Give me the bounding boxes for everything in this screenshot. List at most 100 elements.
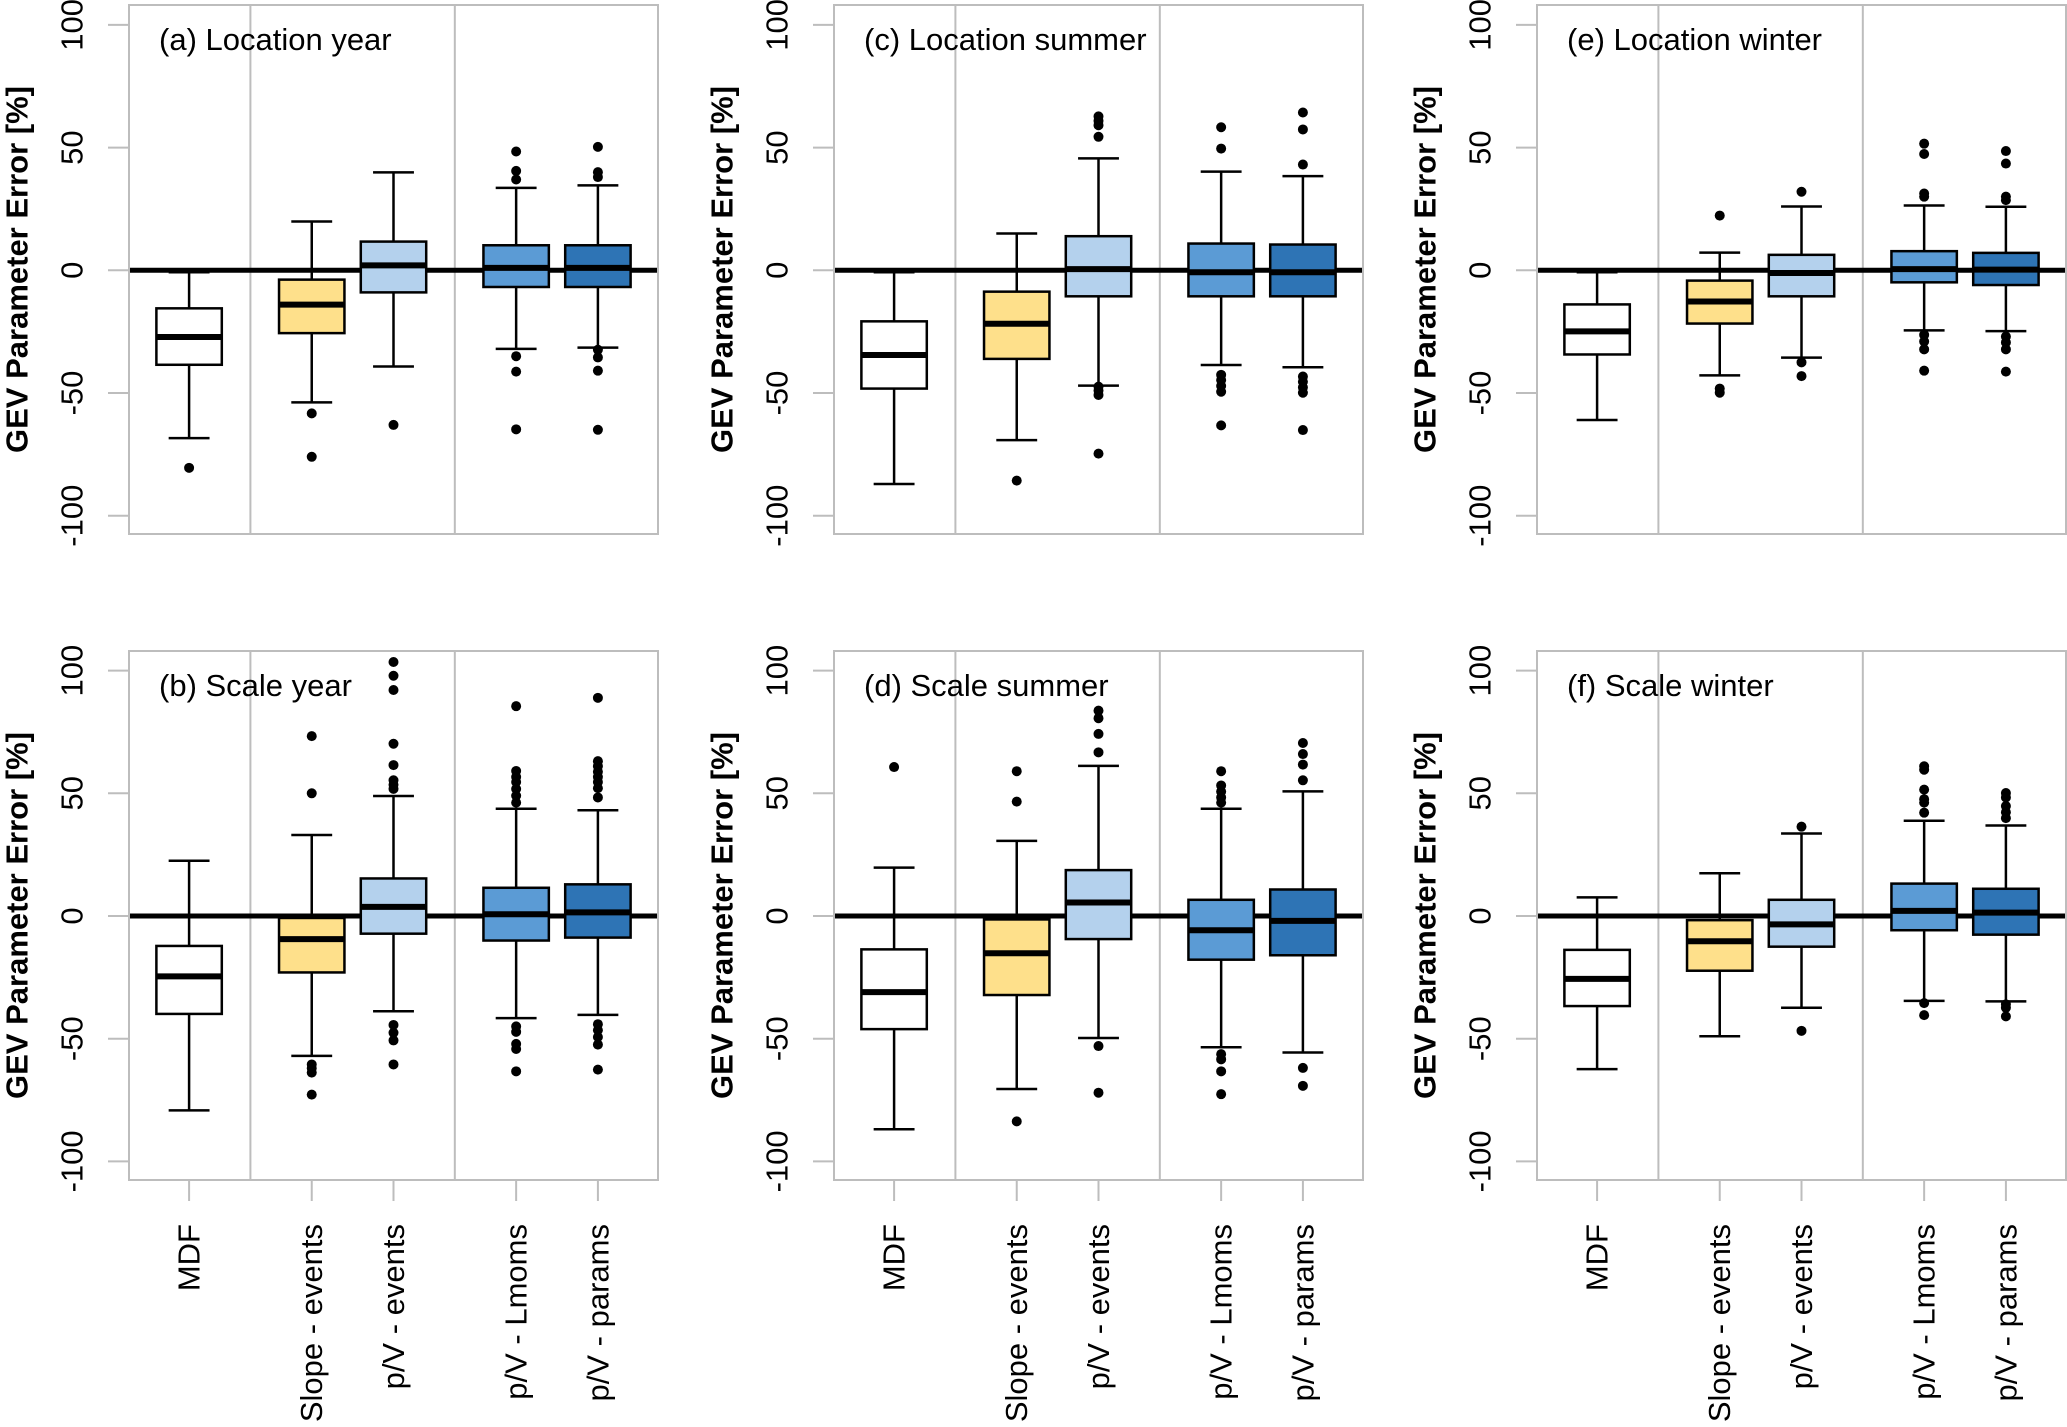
outlier-point xyxy=(1093,1041,1104,1052)
outlier-point xyxy=(388,657,399,668)
outlier-point xyxy=(511,1026,522,1037)
outlier-point xyxy=(1297,749,1308,760)
outlier-point xyxy=(592,424,603,435)
outlier-point xyxy=(1297,387,1308,398)
outlier-point xyxy=(1919,344,1930,355)
outlier-point xyxy=(388,670,399,681)
outlier-point xyxy=(2000,366,2011,377)
y-tick-label: -100 xyxy=(55,1130,90,1192)
outlier-point xyxy=(592,344,603,355)
outlier-point xyxy=(1919,336,1930,347)
outlier-point xyxy=(1297,1062,1308,1073)
box-p-v-lmoms xyxy=(482,701,551,1077)
y-axis-label: GEV Parameter Error [%] xyxy=(1408,86,1443,453)
outlier-point xyxy=(511,351,522,362)
box-slope-events xyxy=(982,232,1051,486)
outlier-point xyxy=(388,738,399,749)
panel-c: GEV Parameter Error [%] -100 -50 0 50 100 (c) … xyxy=(705,0,1364,547)
x-tick-label: MDF xyxy=(172,1224,207,1291)
outlier-point xyxy=(592,1031,603,1042)
outlier-point xyxy=(2000,146,2011,157)
y-axis-label: GEV Parameter Error [%] xyxy=(0,86,35,453)
x-tick-label: p/V - events xyxy=(1784,1224,1819,1389)
y-tick-label: 0 xyxy=(55,907,90,924)
y-axis-label: GEV Parameter Error [%] xyxy=(705,86,740,453)
x-tick-label: Slope - events xyxy=(294,1224,329,1422)
outlier-point xyxy=(388,684,399,695)
outlier-point xyxy=(511,701,522,712)
outlier-point xyxy=(1011,475,1022,486)
y-tick-label: -100 xyxy=(55,485,90,547)
outlier-point xyxy=(889,762,900,773)
x-tick-label: p/V - params xyxy=(580,1224,615,1401)
box-p-v-events xyxy=(1064,705,1133,1098)
outlier-point xyxy=(1919,148,1930,159)
panel-b: GEV Parameter Error [%] -100 -50 0 50 100 (b) … xyxy=(0,645,659,1422)
box-mdf xyxy=(860,271,929,486)
outlier-point xyxy=(1093,131,1104,142)
outlier-point xyxy=(511,1044,522,1055)
outlier-point xyxy=(1297,1080,1308,1091)
outlier-point xyxy=(511,1066,522,1077)
y-tick-label: 0 xyxy=(760,262,795,279)
outlier-point xyxy=(1919,365,1930,376)
outlier-point xyxy=(592,792,603,803)
outlier-point xyxy=(511,165,522,176)
outlier-point xyxy=(1093,705,1104,716)
y-tick-label: 50 xyxy=(55,776,90,810)
outlier-point xyxy=(1011,766,1022,777)
y-tick-label: 50 xyxy=(55,130,90,164)
outlier-point xyxy=(1216,797,1227,808)
outlier-point xyxy=(1093,728,1104,739)
outlier-point xyxy=(592,692,603,703)
box-slope-events xyxy=(1685,872,1754,1038)
box-p-v-lmoms xyxy=(1187,766,1256,1100)
box-p-v-params xyxy=(1971,788,2040,1022)
outlier-point xyxy=(306,788,317,799)
outlier-point xyxy=(1714,387,1725,398)
outlier-point xyxy=(2000,195,2011,206)
x-tick-label: Slope - events xyxy=(1702,1224,1737,1422)
y-tick-label: 50 xyxy=(760,130,795,164)
panel-a: GEV Parameter Error [%] -100 -50 0 50 100 (a) … xyxy=(0,0,659,547)
panel-f: GEV Parameter Error [%] -100 -50 0 50 100 (f) … xyxy=(1408,645,2067,1422)
box-mdf xyxy=(155,271,224,473)
outlier-point xyxy=(1216,1066,1227,1077)
outlier-point xyxy=(1216,1054,1227,1065)
outlier-point xyxy=(511,790,522,801)
outlier-point xyxy=(1216,122,1227,133)
panel-d: GEV Parameter Error [%] -100 -50 0 50 100 (d) … xyxy=(705,645,1364,1422)
outlier-point xyxy=(1919,1010,1930,1021)
outlier-point xyxy=(592,172,603,183)
outlier-point xyxy=(1919,807,1930,818)
x-tick-label: p/V - params xyxy=(1285,1224,1320,1401)
box-p-v-params xyxy=(563,692,632,1075)
outlier-point xyxy=(1919,797,1930,808)
outlier-point xyxy=(1297,425,1308,436)
outlier-point xyxy=(1796,371,1807,382)
y-tick-label: -50 xyxy=(760,371,795,416)
y-tick-label: 50 xyxy=(1463,130,1498,164)
outlier-point xyxy=(1216,1089,1227,1100)
outlier-point xyxy=(592,141,603,152)
outlier-point xyxy=(388,1035,399,1046)
panel-frame xyxy=(128,4,659,535)
box-p-v-events xyxy=(359,657,428,1070)
outlier-point xyxy=(1297,737,1308,748)
outlier-point xyxy=(1216,420,1227,431)
y-tick-label: 0 xyxy=(760,907,795,924)
box-p-v-events xyxy=(1064,111,1133,459)
panel-title: (a) Location year xyxy=(159,22,392,57)
y-axis-label: GEV Parameter Error [%] xyxy=(1408,732,1443,1099)
outlier-point xyxy=(1093,448,1104,459)
outlier-point xyxy=(1297,759,1308,770)
y-tick-label: -50 xyxy=(55,371,90,416)
y-tick-label: -50 xyxy=(1463,1016,1498,1061)
outlier-point xyxy=(511,146,522,157)
y-tick-label: 100 xyxy=(760,645,795,697)
x-tick-label: p/V - params xyxy=(1988,1224,2023,1401)
box-p-v-events xyxy=(1767,186,1836,382)
outlier-point xyxy=(2000,792,2011,803)
box-p-v-params xyxy=(1268,737,1337,1091)
panel-e: GEV Parameter Error [%] -100 -50 0 50 100 (e) … xyxy=(1408,0,2067,547)
